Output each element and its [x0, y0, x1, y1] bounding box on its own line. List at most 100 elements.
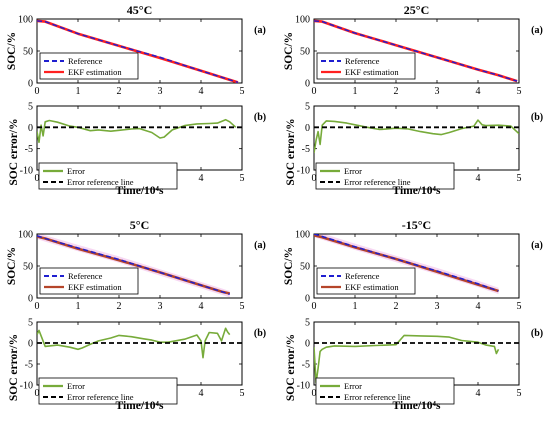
x-tick-label: 4 [476, 388, 481, 399]
panel-tag: (a) [254, 240, 266, 251]
x-tick-label: 4 [476, 301, 481, 312]
panel-tag: (a) [531, 240, 543, 251]
legend-label: Error reference line [344, 177, 411, 187]
x-tick-label: 2 [117, 86, 122, 97]
x-tick-label: 2 [394, 301, 399, 312]
legend-label: Reference [68, 56, 103, 66]
y-tick-label: 0 [28, 294, 33, 305]
panel-tag: (b) [254, 112, 266, 123]
series-line-error [314, 119, 519, 154]
y-tick-label: -5 [302, 144, 310, 155]
y-tick-label: 5 [28, 318, 33, 329]
x-tick-label: 0 [312, 173, 317, 184]
legend-label: Error [344, 166, 362, 176]
legend-box [38, 162, 178, 190]
y-tick-label: 0 [28, 123, 33, 134]
x-tick-label: 2 [117, 301, 122, 312]
y-tick-label: -10 [297, 166, 310, 177]
x-tick-label: 5 [517, 388, 522, 399]
y-tick-label: 50 [300, 47, 310, 58]
panel-tag: (b) [254, 328, 266, 339]
x-tick-label: 5 [240, 388, 245, 399]
series-line-error [314, 334, 500, 384]
x-tick-label: 4 [199, 301, 204, 312]
x-tick-label: 0 [35, 388, 40, 399]
legend-label: Reference [68, 271, 103, 281]
legend-box [39, 267, 139, 295]
y-tick-label: 5 [305, 102, 310, 113]
x-tick-label: 1 [76, 301, 81, 312]
x-tick-label: 5 [517, 173, 522, 184]
axes-frame [36, 105, 243, 171]
x-tick-label: 5 [517, 86, 522, 97]
x-tick-label: 1 [353, 301, 358, 312]
x-tick-label: 3 [158, 301, 163, 312]
y-tick-label: 0 [305, 123, 310, 134]
chart-title: 25°C [404, 3, 429, 17]
y-tick-label: 0 [305, 294, 310, 305]
y-tick-label: -10 [20, 381, 33, 392]
axes-frame [313, 105, 520, 171]
y-tick-label: -10 [20, 166, 33, 177]
axes-frame [313, 321, 520, 386]
x-axis-label: Time/10⁴s [116, 400, 164, 412]
x-tick-label: 5 [240, 86, 245, 97]
legend-box [316, 267, 416, 295]
legend-label: EKF estimation [68, 282, 122, 292]
panel-tag: (a) [254, 25, 266, 36]
x-tick-label: 1 [353, 86, 358, 97]
legend-box [315, 162, 455, 190]
x-tick-label: 2 [394, 86, 399, 97]
legend-label: Error [67, 381, 85, 391]
legend-label: Error [344, 381, 362, 391]
legend-label: EKF estimation [68, 67, 122, 77]
x-tick-label: 0 [35, 301, 40, 312]
y-axis-label: SOC/% [6, 32, 18, 70]
panel-tag: (b) [531, 112, 543, 123]
y-tick-label: 5 [305, 318, 310, 329]
y-tick-label: -10 [297, 381, 310, 392]
x-axis-label: Time/10⁴s [116, 185, 164, 197]
legend-box [38, 377, 178, 405]
axes-frame [36, 321, 243, 386]
y-axis-label: SOC error/% [285, 118, 297, 185]
legend-label: EKF estimation [345, 67, 399, 77]
series-line-error [37, 118, 237, 144]
y-axis-label: SOC error/% [285, 334, 297, 401]
legend-label: Reference [345, 271, 380, 281]
x-tick-label: 0 [35, 86, 40, 97]
legend-label: Error reference line [67, 392, 134, 402]
y-tick-label: 0 [305, 339, 310, 350]
x-tick-label: 5 [517, 301, 522, 312]
y-tick-label: 100 [295, 230, 310, 241]
series-line-reference-overlay [37, 20, 239, 83]
x-tick-label: 0 [312, 388, 317, 399]
legend-label: Reference [345, 56, 380, 66]
y-tick-label: -5 [25, 144, 33, 155]
series-line-error [37, 327, 231, 359]
x-tick-label: 3 [435, 301, 440, 312]
legend-box [315, 377, 455, 405]
chart-title: 5°C [130, 218, 149, 232]
x-tick-label: 0 [35, 173, 40, 184]
y-axis-label: SOC error/% [8, 334, 20, 401]
y-tick-label: 50 [300, 262, 310, 273]
y-tick-label: 0 [305, 79, 310, 90]
y-axis-label: SOC/% [283, 247, 295, 285]
series-line-reference-overlay [37, 235, 230, 295]
chart-title: 45°C [127, 3, 152, 17]
y-tick-label: 50 [23, 262, 33, 273]
